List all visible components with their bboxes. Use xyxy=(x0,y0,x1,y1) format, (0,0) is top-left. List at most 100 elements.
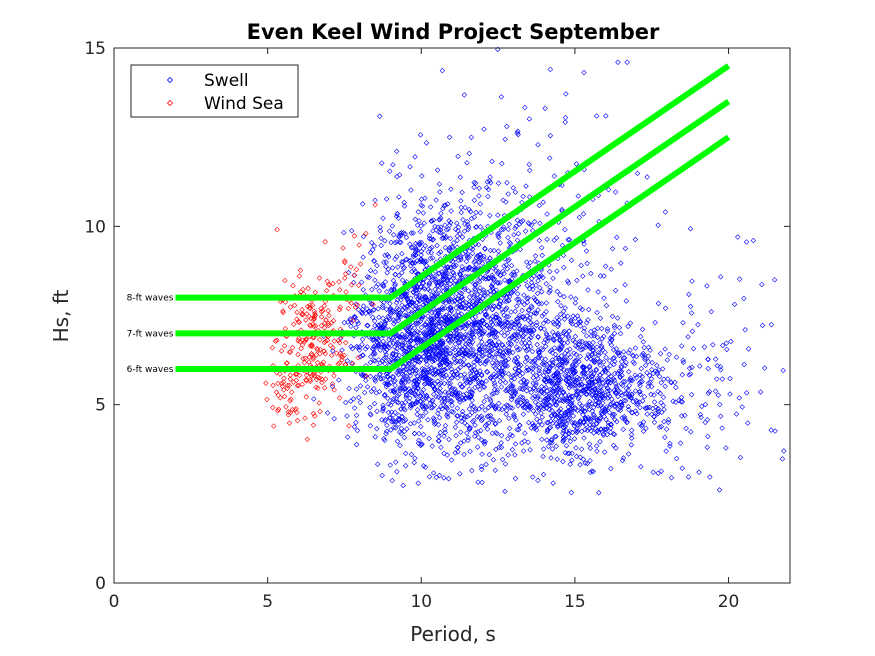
swell-point xyxy=(546,368,552,374)
swell-point xyxy=(580,412,586,418)
swell-point xyxy=(400,340,406,346)
swell-point xyxy=(637,391,644,398)
wind-sea-point xyxy=(319,308,326,314)
swell-point xyxy=(490,321,496,328)
swell-point xyxy=(493,342,500,348)
swell-point xyxy=(602,349,608,356)
wind-sea-point xyxy=(314,359,321,366)
swell-point xyxy=(570,370,577,376)
swell-point xyxy=(384,251,391,258)
swell-point xyxy=(425,375,431,382)
swell-point xyxy=(457,302,463,309)
wind-sea-point xyxy=(306,313,312,320)
swell-point xyxy=(606,358,613,364)
wind-sea-point xyxy=(318,314,325,320)
swell-point xyxy=(494,387,501,393)
wind-sea-point xyxy=(272,338,279,344)
swell-point xyxy=(527,447,533,453)
swell-point xyxy=(433,322,439,328)
swell-point xyxy=(561,313,567,319)
swell-point xyxy=(511,413,517,419)
swell-point xyxy=(512,475,519,482)
swell-point xyxy=(472,430,479,436)
swell-point xyxy=(527,259,534,266)
swell-point xyxy=(388,427,394,433)
swell-point xyxy=(498,329,505,336)
swell-point xyxy=(461,438,467,444)
swell-point xyxy=(396,172,403,178)
swell-point xyxy=(501,263,507,269)
swell-point xyxy=(604,388,611,394)
swell-point xyxy=(493,334,500,340)
swell-point xyxy=(386,415,393,421)
swell-point xyxy=(571,350,577,356)
swell-point xyxy=(515,318,521,325)
wind-sea-point xyxy=(302,355,309,362)
wind-sea-point xyxy=(311,308,317,314)
swell-point xyxy=(485,186,492,193)
swell-point xyxy=(583,416,589,423)
swell-point xyxy=(452,424,459,430)
swell-point xyxy=(401,199,407,206)
swell-point xyxy=(591,430,597,436)
swell-point xyxy=(618,358,625,365)
swell-point xyxy=(601,273,607,279)
swell-point xyxy=(464,253,470,259)
swell-point xyxy=(597,358,603,365)
swell-point xyxy=(449,369,455,376)
swell-point xyxy=(403,394,409,401)
swell-point xyxy=(429,218,435,224)
swell-point xyxy=(382,238,388,244)
swell-point xyxy=(392,318,398,325)
swell-point xyxy=(462,221,468,227)
swell-point xyxy=(430,352,437,358)
swell-point xyxy=(551,332,558,339)
swell-point xyxy=(576,214,583,221)
swell-point xyxy=(465,221,471,228)
swell-point xyxy=(454,375,461,381)
swell-point xyxy=(470,327,476,333)
swell-point xyxy=(543,317,549,323)
swell-point xyxy=(532,411,539,417)
swell-point xyxy=(452,450,458,456)
swell-point xyxy=(556,397,563,404)
swell-point xyxy=(403,373,410,379)
swell-point xyxy=(418,423,424,430)
swell-point xyxy=(608,421,614,427)
swell-point xyxy=(643,425,649,432)
swell-point xyxy=(534,394,541,401)
swell-point xyxy=(442,235,449,241)
swell-point xyxy=(477,224,484,230)
wind-sea-point xyxy=(309,302,316,308)
swell-point xyxy=(436,318,442,324)
swell-point xyxy=(382,417,389,423)
swell-point xyxy=(530,326,537,333)
swell-point xyxy=(397,230,403,237)
swell-point xyxy=(446,297,452,304)
swell-point xyxy=(561,294,567,300)
wind-sea-point xyxy=(285,409,292,415)
swell-point xyxy=(420,210,427,216)
swell-point xyxy=(454,390,461,396)
swell-point xyxy=(429,327,436,333)
swell-point xyxy=(531,310,538,316)
swell-point xyxy=(559,206,565,213)
swell-point xyxy=(549,388,556,395)
swell-point xyxy=(435,287,442,293)
swell-point xyxy=(633,353,640,360)
swell-point xyxy=(434,282,441,289)
swell-point xyxy=(481,398,487,405)
swell-point xyxy=(567,383,574,389)
swell-point xyxy=(458,209,465,216)
swell-point xyxy=(590,404,597,411)
swell-point xyxy=(584,355,590,362)
swell-point xyxy=(390,277,397,284)
swell-point xyxy=(486,332,492,338)
swell-point xyxy=(366,274,372,281)
swell-point xyxy=(447,333,453,339)
swell-point xyxy=(487,353,493,359)
swell-point xyxy=(610,442,617,449)
y-axis-title: Hs, ft xyxy=(49,289,73,342)
swell-point xyxy=(458,204,464,211)
swell-point xyxy=(486,352,492,359)
